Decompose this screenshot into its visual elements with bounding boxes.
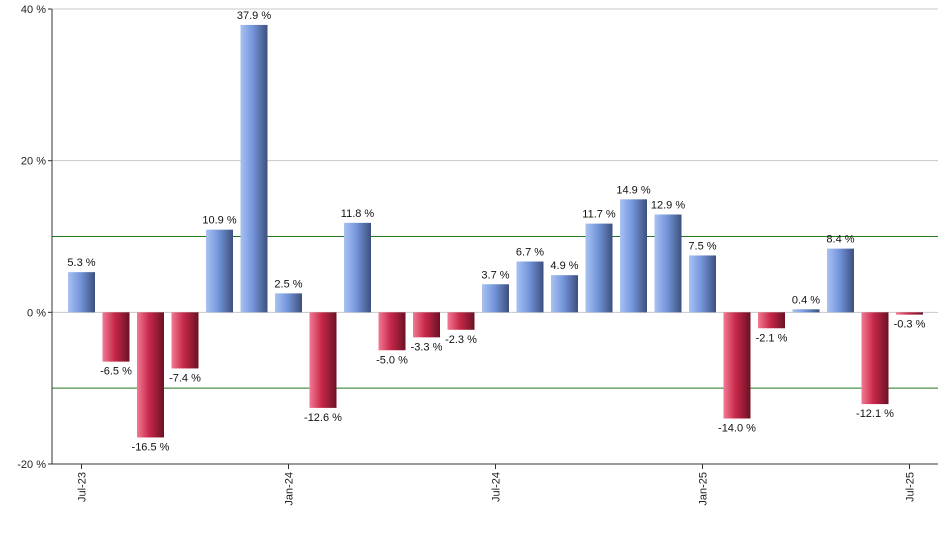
- data-labels: 5.3 % -6.5 % -16.5 % -7.4 % 10.9 % 37.9 % 2.5 …: [67, 10, 925, 454]
- bar-Apr-25: [792, 309, 820, 313]
- bar-Feb-25: [723, 312, 751, 419]
- bar-Jul-25: [896, 312, 923, 315]
- bar-Nov-23: [206, 229, 233, 313]
- data-label-Nov-23: 10.9 %: [202, 215, 236, 227]
- bar-Mar-25: [758, 312, 785, 329]
- bar-Aug-23: [102, 312, 130, 362]
- data-label-Sep-23: -16.5 %: [132, 441, 170, 453]
- bar-Oct-24: [585, 223, 613, 313]
- data-label-Jun-25: -12.1 %: [856, 408, 894, 420]
- data-label-Oct-24: 11.7 %: [582, 209, 616, 221]
- bar-Feb-24: [309, 312, 337, 408]
- axes: -20 % 0 % 20 % 40 % Jul-23 Jan-24 Jul-24 Jan-25…: [17, 4, 938, 506]
- data-label-Jul-25: -0.3 %: [894, 319, 926, 331]
- data-label-May-25: 8.4 %: [826, 234, 854, 246]
- data-label-Apr-25: 0.4 %: [792, 294, 820, 306]
- x-tick-label-2: Jul-24: [491, 472, 503, 502]
- bar-Oct-23: [171, 312, 199, 369]
- data-label-Jan-25: 7.5 %: [688, 240, 716, 252]
- data-label-Mar-24: 11.8 %: [341, 208, 375, 220]
- bar-Aug-24: [516, 261, 544, 313]
- x-tick-label-3: Jan-25: [698, 472, 710, 506]
- bar-Jun-24: [447, 312, 475, 330]
- data-label-Aug-23: -6.5 %: [100, 366, 132, 378]
- bar-Jul-23: [68, 272, 95, 313]
- bar-Dec-24: [654, 214, 682, 313]
- bar-Mar-24: [344, 222, 371, 313]
- data-label-Jul-24: 3.7 %: [481, 269, 509, 281]
- data-label-Aug-24: 6.7 %: [516, 247, 544, 259]
- bar-Jun-25: [861, 312, 889, 405]
- bar-Sep-23: [137, 312, 164, 438]
- data-label-Oct-23: -7.4 %: [169, 372, 201, 384]
- data-label-Mar-25: -2.1 %: [756, 332, 788, 344]
- bars: [68, 24, 923, 438]
- y-tick-label-0: -20 %: [17, 459, 46, 471]
- y-tick-label-2: 20 %: [21, 156, 46, 168]
- y-tick-label-1: 0 %: [27, 307, 46, 319]
- data-label-Sep-24: 4.9 %: [550, 260, 578, 272]
- reference-lines: [52, 236, 938, 389]
- bar-Apr-24: [378, 312, 406, 351]
- data-label-Feb-25: -14.0 %: [718, 423, 756, 435]
- data-label-May-24: -3.3 %: [411, 341, 443, 353]
- x-tick-label-1: Jan-24: [284, 472, 296, 506]
- data-label-Jul-23: 5.3 %: [67, 257, 95, 269]
- x-tick-label-0: Jul-23: [77, 472, 89, 502]
- data-label-Dec-24: 12.9 %: [651, 200, 685, 212]
- x-tick-label-4: Jul-25: [905, 472, 917, 502]
- data-label-Jan-24: 2.5 %: [274, 278, 302, 290]
- bar-Jan-24: [275, 293, 302, 313]
- bar-Sep-24: [551, 275, 578, 313]
- data-label-Feb-24: -12.6 %: [304, 412, 342, 424]
- bar-Jul-24: [482, 284, 509, 313]
- bar-Nov-24: [620, 199, 647, 313]
- bar-May-24: [413, 312, 440, 338]
- data-label-Apr-24: -5.0 %: [376, 354, 408, 366]
- grid-lines: [52, 8, 938, 313]
- bar-Dec-23: [240, 24, 268, 313]
- bar-Jan-25: [689, 255, 716, 313]
- bar-May-25: [827, 248, 854, 313]
- data-label-Jun-24: -2.3 %: [445, 334, 477, 346]
- y-tick-label-3: 40 %: [21, 4, 46, 16]
- data-label-Nov-24: 14.9 %: [616, 184, 650, 196]
- data-label-Dec-23: 37.9 %: [237, 10, 271, 22]
